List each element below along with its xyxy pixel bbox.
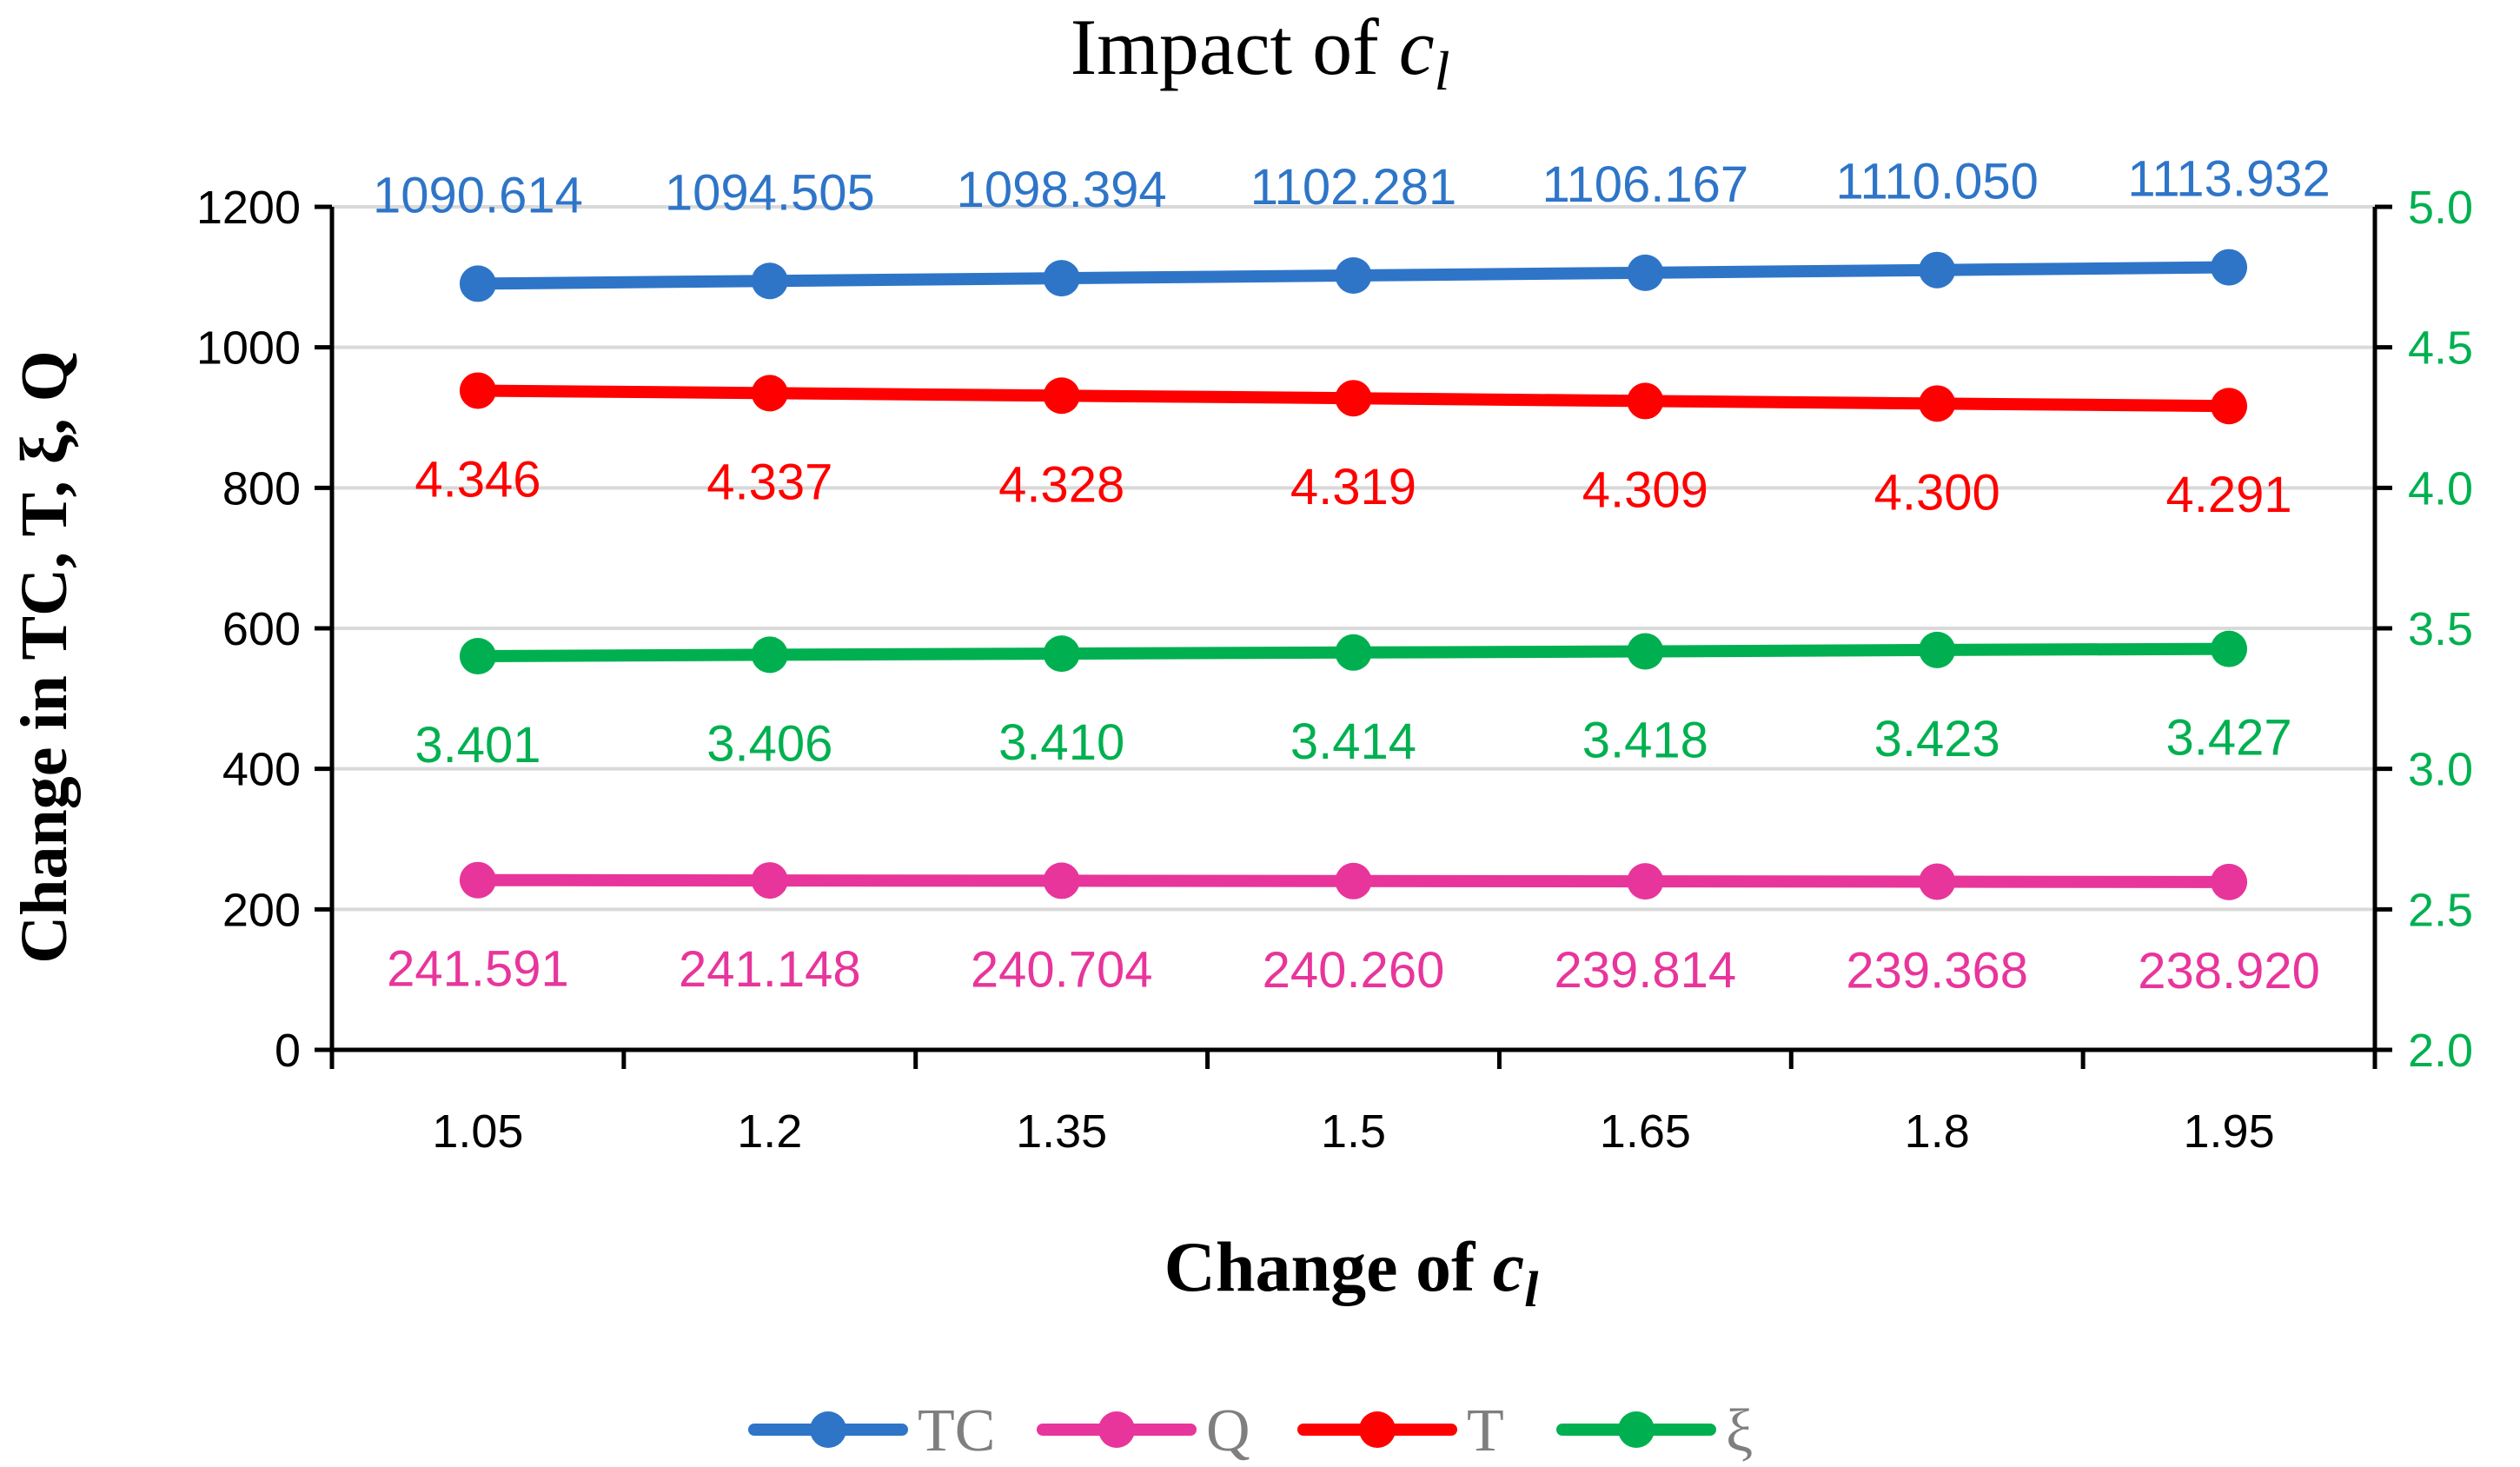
legend-label: Q (1206, 1397, 1250, 1464)
data-label: 4.337 (706, 454, 832, 510)
data-label: 4.309 (1582, 461, 1708, 518)
data-point (1919, 251, 1956, 289)
chart-title: Impact of cl (1071, 3, 1450, 102)
data-label: 241.591 (387, 941, 569, 998)
y-right-tick-label: 5.0 (2408, 182, 2473, 234)
data-label: 1094.505 (665, 164, 875, 221)
axes (315, 204, 2392, 1069)
data-point (459, 265, 496, 302)
gridlines (332, 205, 2375, 912)
data-label: 4.291 (2165, 467, 2291, 523)
data-label: 240.260 (1263, 942, 1445, 999)
data-point (1627, 863, 1664, 900)
data-point (1043, 377, 1080, 415)
data-point (751, 862, 788, 899)
data-label: 238.920 (2138, 943, 2320, 999)
data-label: 3.414 (1290, 714, 1416, 770)
data-point (1335, 862, 1372, 899)
x-tick-label: 1.8 (1905, 1105, 1970, 1158)
data-point (2211, 863, 2248, 900)
data-label: 4.300 (1874, 464, 2000, 521)
data-point (459, 372, 496, 409)
x-axis-label: Change of cl (1164, 1227, 1540, 1318)
data-label: 4.319 (1290, 459, 1416, 515)
x-tick-label: 1.5 (1321, 1105, 1386, 1158)
data-point (1335, 380, 1372, 417)
legend-marker (1098, 1411, 1135, 1448)
data-point (751, 262, 788, 300)
legend-marker (1359, 1411, 1396, 1448)
legend-label: TC (918, 1397, 995, 1464)
data-label: 241.148 (679, 941, 861, 998)
y-left-tick-label: 200 (222, 884, 301, 936)
data-point (1627, 633, 1664, 670)
data-label: 3.427 (2165, 710, 2291, 767)
data-point (1043, 862, 1080, 899)
y-axis-label: Change in TC, T, ξ, Q (8, 350, 81, 963)
data-point (1335, 256, 1372, 294)
data-label: 1090.614 (373, 167, 583, 223)
y-left-tick-label: 400 (222, 744, 301, 796)
data-label: 3.406 (706, 715, 832, 772)
y-left-tick-label: 1200 (196, 182, 301, 234)
x-tick-label: 1.05 (432, 1105, 523, 1158)
data-point (459, 861, 496, 899)
data-label: 4.346 (414, 451, 540, 508)
y-right-tick-label: 3.5 (2408, 603, 2473, 655)
data-point (1627, 382, 1664, 420)
x-tick-label: 1.95 (2184, 1105, 2275, 1158)
data-point (1919, 863, 1956, 900)
data-label: 3.423 (1874, 711, 2000, 767)
data-label: 239.814 (1555, 942, 1737, 999)
data-point (751, 375, 788, 412)
data-label: 3.410 (998, 714, 1124, 771)
data-label: 239.368 (1846, 943, 2028, 999)
y-right-tick-label: 4.5 (2408, 322, 2473, 375)
data-point (1919, 631, 1956, 668)
data-point (2211, 249, 2248, 286)
y-left-tick-label: 600 (222, 603, 301, 655)
data-label: 1106.167 (1542, 156, 1749, 213)
data-label: 4.328 (998, 456, 1124, 513)
data-point (1043, 260, 1080, 297)
data-point (1043, 635, 1080, 673)
data-point (751, 636, 788, 674)
y-right-tick-label: 2.0 (2408, 1025, 2473, 1077)
data-label: 240.704 (971, 941, 1153, 998)
data-labels: 1090.614 1094.505 1098.394 1102.281 1106.167… (373, 151, 2331, 999)
data-point (459, 638, 496, 675)
data-label: 3.418 (1582, 713, 1708, 769)
legend-label: T (1467, 1397, 1504, 1464)
y-right-tick-label: 2.5 (2408, 884, 2473, 936)
y-left-tick-label: 0 (275, 1025, 301, 1077)
x-tick-label: 1.65 (1600, 1105, 1691, 1158)
data-point (2211, 388, 2248, 425)
x-tick-label: 1.2 (737, 1105, 802, 1158)
x-tick-label: 1.35 (1016, 1105, 1107, 1158)
data-point (1335, 634, 1372, 671)
data-label: 1113.932 (2127, 151, 2330, 208)
y-right-tick-label: 4.0 (2408, 462, 2473, 514)
data-point (1919, 385, 1956, 422)
legend-marker (810, 1411, 846, 1448)
data-label: 1102.281 (1250, 159, 1457, 216)
tick-labels: 0 200 400 600 800 1000 1200 2.0 2.5 3.0 3.5 4.0 4.5 5… (196, 182, 2473, 1158)
series-lines (459, 249, 2248, 900)
y-right-tick-label: 3.0 (2408, 744, 2473, 796)
data-label: 1110.050 (1836, 154, 2039, 210)
data-label: 1098.394 (957, 162, 1167, 218)
y-left-tick-label: 1000 (196, 322, 301, 375)
legend-marker (1618, 1411, 1655, 1448)
data-point (2211, 630, 2248, 667)
data-label: 3.401 (414, 717, 540, 773)
y-left-tick-label: 800 (222, 462, 301, 514)
legend-label: ξ (1726, 1397, 1753, 1464)
data-point (1627, 254, 1664, 291)
